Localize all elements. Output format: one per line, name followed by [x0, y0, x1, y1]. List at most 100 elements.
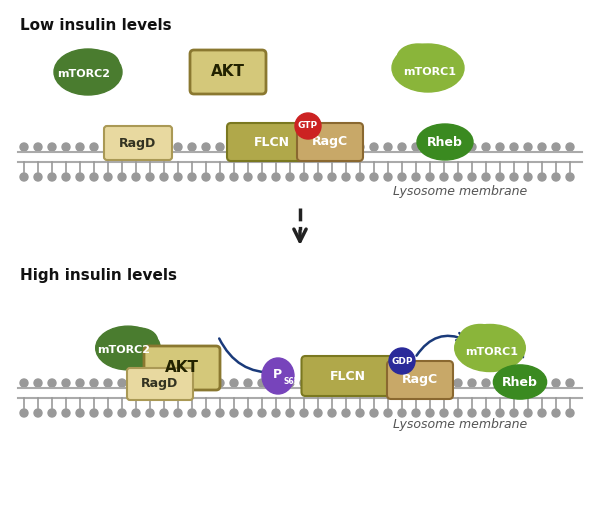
Circle shape [258, 143, 266, 151]
Circle shape [426, 143, 434, 151]
Text: mTORC2: mTORC2 [97, 345, 151, 355]
Ellipse shape [460, 325, 501, 352]
Circle shape [90, 379, 98, 387]
Circle shape [90, 143, 98, 151]
Circle shape [202, 143, 210, 151]
Circle shape [384, 143, 392, 151]
Circle shape [188, 379, 196, 387]
Circle shape [440, 379, 448, 387]
Text: FLCN: FLCN [330, 370, 366, 383]
Circle shape [20, 379, 28, 387]
Circle shape [20, 173, 28, 181]
Circle shape [286, 379, 294, 387]
Ellipse shape [455, 325, 525, 371]
FancyBboxPatch shape [104, 126, 172, 160]
Circle shape [244, 379, 252, 387]
Circle shape [202, 409, 210, 417]
Circle shape [62, 143, 70, 151]
Text: Rheb: Rheb [427, 136, 463, 148]
Text: Low insulin levels: Low insulin levels [20, 18, 172, 33]
Text: RagC: RagC [402, 373, 438, 387]
Circle shape [146, 379, 154, 387]
Circle shape [468, 143, 476, 151]
Circle shape [412, 143, 420, 151]
Ellipse shape [417, 124, 473, 160]
Circle shape [244, 173, 252, 181]
Circle shape [174, 173, 182, 181]
Circle shape [384, 409, 392, 417]
Circle shape [552, 379, 560, 387]
Circle shape [398, 143, 406, 151]
Text: mTORC2: mTORC2 [58, 69, 110, 79]
Text: mTORC1: mTORC1 [466, 347, 518, 357]
Circle shape [118, 409, 126, 417]
Circle shape [132, 379, 140, 387]
Ellipse shape [392, 44, 464, 92]
Circle shape [295, 113, 321, 139]
Circle shape [188, 409, 196, 417]
Circle shape [314, 173, 322, 181]
Circle shape [286, 143, 294, 151]
Circle shape [244, 143, 252, 151]
Circle shape [118, 379, 126, 387]
Circle shape [524, 409, 532, 417]
Circle shape [216, 379, 224, 387]
Ellipse shape [482, 329, 514, 351]
Circle shape [160, 173, 168, 181]
Circle shape [356, 379, 364, 387]
Circle shape [272, 143, 280, 151]
Circle shape [496, 409, 504, 417]
Circle shape [34, 409, 42, 417]
Circle shape [496, 143, 504, 151]
Circle shape [538, 379, 546, 387]
Circle shape [412, 173, 420, 181]
Circle shape [389, 348, 415, 374]
Circle shape [230, 143, 238, 151]
Text: P: P [272, 369, 281, 381]
Text: RagD: RagD [119, 137, 157, 149]
Text: GDP: GDP [391, 356, 413, 365]
Circle shape [552, 409, 560, 417]
Circle shape [300, 143, 308, 151]
Circle shape [426, 379, 434, 387]
Circle shape [510, 173, 518, 181]
Circle shape [342, 173, 350, 181]
Circle shape [244, 409, 252, 417]
Ellipse shape [420, 49, 452, 71]
Circle shape [258, 173, 266, 181]
Circle shape [482, 379, 490, 387]
Circle shape [468, 409, 476, 417]
Circle shape [384, 173, 392, 181]
Circle shape [104, 379, 112, 387]
Circle shape [566, 409, 574, 417]
Circle shape [496, 173, 504, 181]
Circle shape [496, 379, 504, 387]
Circle shape [300, 409, 308, 417]
Circle shape [314, 143, 322, 151]
FancyBboxPatch shape [144, 346, 220, 390]
Circle shape [76, 143, 84, 151]
FancyBboxPatch shape [297, 123, 363, 161]
Circle shape [118, 173, 126, 181]
Circle shape [454, 379, 462, 387]
Ellipse shape [54, 49, 122, 95]
Circle shape [482, 143, 490, 151]
Circle shape [566, 173, 574, 181]
Text: FLCN: FLCN [254, 136, 290, 148]
Text: Lysosome membrane: Lysosome membrane [393, 418, 527, 431]
Circle shape [454, 173, 462, 181]
Circle shape [188, 173, 196, 181]
Circle shape [90, 409, 98, 417]
Circle shape [188, 143, 196, 151]
Circle shape [34, 379, 42, 387]
Text: S62: S62 [283, 377, 299, 386]
Circle shape [328, 379, 336, 387]
Circle shape [272, 379, 280, 387]
Circle shape [230, 409, 238, 417]
Circle shape [104, 143, 112, 151]
Circle shape [398, 173, 406, 181]
Circle shape [48, 379, 56, 387]
Circle shape [174, 379, 182, 387]
Circle shape [90, 173, 98, 181]
Circle shape [132, 143, 140, 151]
